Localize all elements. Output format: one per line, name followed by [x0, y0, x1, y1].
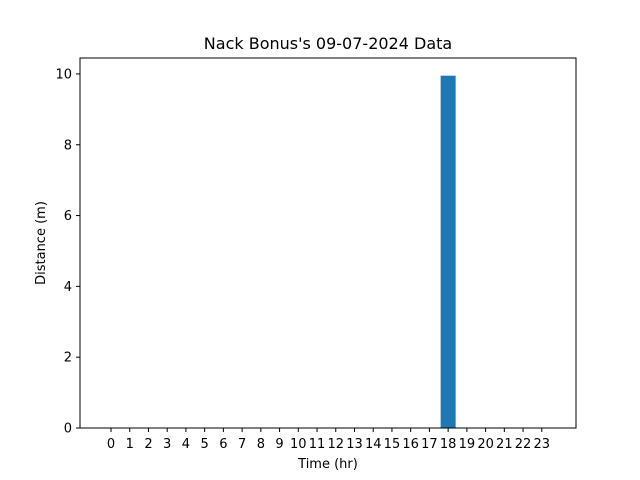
y-tick-label: 8	[64, 138, 72, 153]
chart-title: Nack Bonus's 09-07-2024 Data	[204, 34, 452, 53]
x-tick-label: 21	[496, 437, 513, 452]
y-axis-label: Distance (m)	[34, 201, 49, 285]
y-tick-label: 10	[55, 67, 72, 82]
x-tick-label: 13	[346, 437, 363, 452]
x-tick-label: 0	[107, 437, 115, 452]
x-tick-label: 11	[309, 437, 326, 452]
x-tick-label: 16	[402, 437, 419, 452]
x-tick-label: 8	[257, 437, 265, 452]
x-tick-label: 20	[477, 437, 494, 452]
x-tick-label: 18	[440, 437, 457, 452]
y-axis-ticks: 0 2 4 6 8 10	[55, 67, 80, 437]
plot-frame	[79, 57, 577, 429]
x-tick-label: 14	[365, 437, 382, 452]
x-tick-label: 12	[327, 437, 344, 452]
x-tick-label: 22	[515, 437, 532, 452]
x-tick-label: 17	[421, 437, 438, 452]
x-tick-label: 9	[275, 437, 283, 452]
x-axis-ticks: 0 1 2 3 4 5 6 7 8 9 10 11 12 13 14 15 16 17 18 19 20 21 22 23	[107, 428, 550, 452]
y-tick-label: 0	[64, 422, 72, 437]
x-tick-label: 7	[238, 437, 246, 452]
x-tick-label: 2	[144, 437, 152, 452]
x-tick-label: 3	[163, 437, 171, 452]
y-tick-label: 2	[64, 351, 72, 366]
plot-area	[80, 58, 576, 428]
x-tick-label: 15	[384, 437, 401, 452]
y-tick-label: 6	[64, 209, 72, 224]
x-tick-label: 6	[219, 437, 227, 452]
x-tick-label: 10	[290, 437, 307, 452]
bars-group	[440, 75, 456, 428]
x-tick-label: 19	[459, 437, 476, 452]
x-tick-label: 1	[126, 437, 134, 452]
x-tick-label: 5	[201, 437, 209, 452]
x-tick-label: 23	[534, 437, 551, 452]
x-axis-label: Time (hr)	[297, 457, 358, 472]
y-tick-label: 4	[64, 280, 72, 295]
bar-18	[440, 75, 456, 428]
x-tick-label: 4	[182, 437, 190, 452]
